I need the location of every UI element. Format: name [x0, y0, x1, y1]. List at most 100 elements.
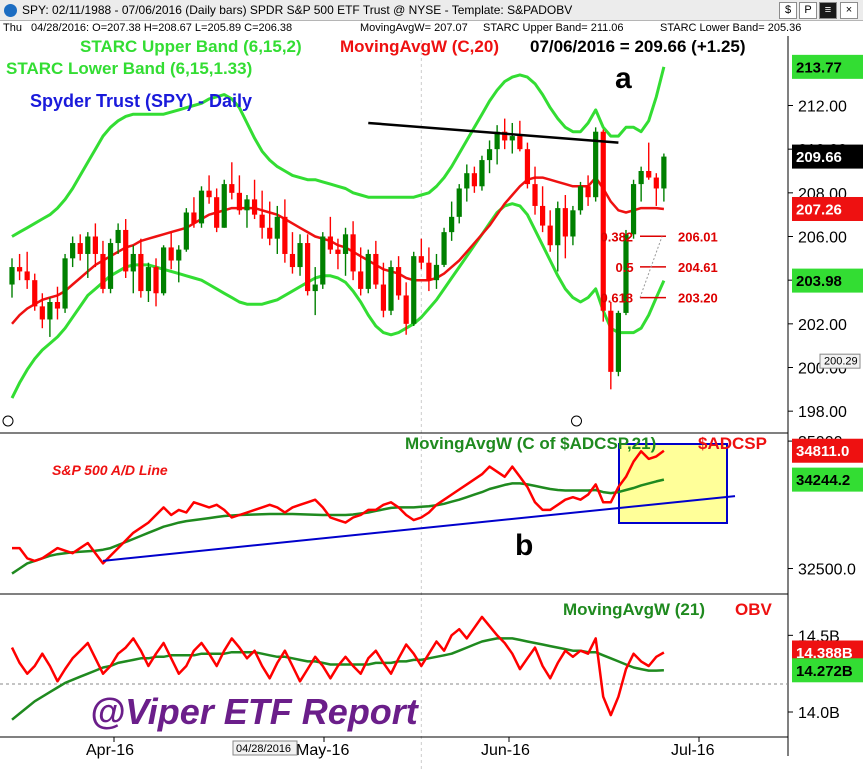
x-tick-label-2: Jun-16 — [481, 742, 530, 759]
candle-body — [494, 131, 500, 150]
starc-upper-band — [11, 66, 666, 238]
x-tick-label-0: Apr-16 — [86, 742, 134, 759]
starc-lower-band — [10, 202, 666, 399]
candle-body — [244, 199, 250, 211]
candle-body — [115, 229, 121, 244]
candle-body — [9, 267, 15, 285]
fib-connector — [639, 236, 663, 298]
title-bar: SPY: 02/11/1988 - 07/06/2016 (Daily bars… — [0, 0, 863, 21]
ad-line — [12, 449, 665, 565]
dividend-marker-0 — [2, 415, 14, 427]
candle-body — [153, 267, 159, 294]
value-label-p1 — [792, 144, 863, 169]
fib-ratio-2: 0.618 — [601, 291, 634, 306]
ad-trend-line — [102, 495, 736, 562]
candle-body — [198, 190, 205, 224]
candle-body — [418, 256, 424, 263]
app-logo-icon — [4, 4, 17, 17]
legend-starc-upper: STARC Upper Band (6,15,2) — [80, 37, 302, 56]
legend-sp500-ad: S&P 500 A/D Line — [52, 462, 168, 478]
fib-value-1: 204.61 — [678, 260, 718, 275]
candle-body — [297, 243, 303, 268]
candle-body — [54, 302, 61, 309]
candle-body — [630, 184, 637, 235]
fib-ratio-1: 0.5 — [616, 260, 634, 275]
candle-body — [32, 280, 38, 307]
watermark: @Viper ETF Report — [90, 691, 420, 732]
candle-body — [403, 295, 409, 324]
info-bar: Thu 04/28/2016: O=207.38 H=208.67 L=205.… — [0, 21, 863, 36]
obv-line — [10, 615, 665, 717]
price-tick-label-7: 198.00 — [798, 404, 847, 421]
value-label-text-o1: 14.272B — [796, 663, 853, 680]
candle-body — [274, 216, 280, 239]
candle-body — [305, 243, 311, 292]
value-label-text-p0: 213.77 — [796, 59, 842, 76]
candle-body — [77, 243, 83, 254]
candle-body — [138, 253, 144, 292]
ad-tick-label-1: 32500.0 — [798, 562, 856, 579]
dividend-marker-1 — [571, 415, 582, 427]
annotation-b: b — [515, 529, 533, 562]
candle-body — [206, 190, 212, 198]
candle-body — [411, 256, 417, 324]
candle-body — [638, 171, 644, 185]
candle-body — [380, 284, 387, 311]
value-label-text-p2: 207.26 — [796, 201, 842, 218]
price-tick-label-5: 202.00 — [798, 317, 847, 334]
candle-body — [236, 192, 242, 211]
menu-button[interactable]: ≡ — [819, 2, 837, 19]
candle-body — [168, 247, 174, 261]
candle-body — [107, 243, 114, 289]
candle-body — [16, 267, 23, 272]
cursor-date-label: 04/28/2016 — [236, 743, 291, 755]
info-starc-upper: STARC Upper Band= 211.06 — [483, 22, 624, 34]
candle-body — [350, 234, 356, 272]
price-tick-label-3: 206.00 — [798, 230, 847, 247]
chart-area[interactable]: 212.00210.00208.00206.00204.00202.00200.… — [0, 36, 863, 771]
candle-body — [47, 302, 53, 320]
candle-body — [221, 184, 227, 228]
p-button[interactable]: P — [799, 2, 817, 19]
close-button[interactable]: × — [840, 2, 858, 19]
candle-body — [85, 236, 91, 254]
legend-obv: OBV — [735, 600, 773, 619]
candle-body — [100, 253, 106, 289]
cursor-date-box — [232, 740, 298, 756]
candle-body — [456, 188, 462, 217]
candle-body — [623, 234, 629, 313]
value-label-p2 — [792, 196, 863, 221]
annotation-a: a — [615, 62, 632, 95]
candle-body — [176, 249, 182, 261]
dollar-button[interactable]: $ — [779, 2, 797, 19]
candle-body — [327, 236, 333, 250]
legend-last-price: 07/06/2016 = 209.66 (+1.25) — [530, 37, 746, 56]
window-title: SPY: 02/11/1988 - 07/06/2016 (Daily bars… — [22, 3, 573, 17]
candle-body — [388, 267, 394, 311]
candle-body — [433, 264, 440, 281]
candle-body — [161, 247, 167, 294]
candle-body — [282, 216, 288, 254]
candle-body — [471, 173, 477, 187]
candle-body — [502, 131, 508, 141]
candle-body — [661, 156, 667, 189]
candle-body — [320, 236, 326, 285]
candle-body — [532, 184, 538, 206]
candle-body — [145, 267, 152, 292]
obv-tick-label-1: 14.0B — [798, 705, 840, 722]
x-tick-label-1: May-16 — [296, 742, 349, 759]
fib-value-0: 206.01 — [678, 229, 718, 244]
candle-body — [585, 186, 591, 198]
value-label-text-o0: 14.388B — [796, 645, 853, 662]
info-ohlc: 04/28/2016: O=207.38 H=208.67 L=205.89 C… — [31, 22, 293, 34]
candle-body — [289, 253, 296, 268]
candle-body — [615, 312, 621, 372]
candle-body — [540, 205, 546, 226]
candle-body — [547, 225, 553, 246]
x-tick-label-3: Jul-16 — [671, 742, 715, 759]
value-label-p3 — [792, 268, 863, 293]
candle-body — [365, 253, 371, 289]
candle-body — [70, 243, 76, 259]
candle-body — [449, 216, 455, 233]
candle-body — [259, 214, 265, 228]
